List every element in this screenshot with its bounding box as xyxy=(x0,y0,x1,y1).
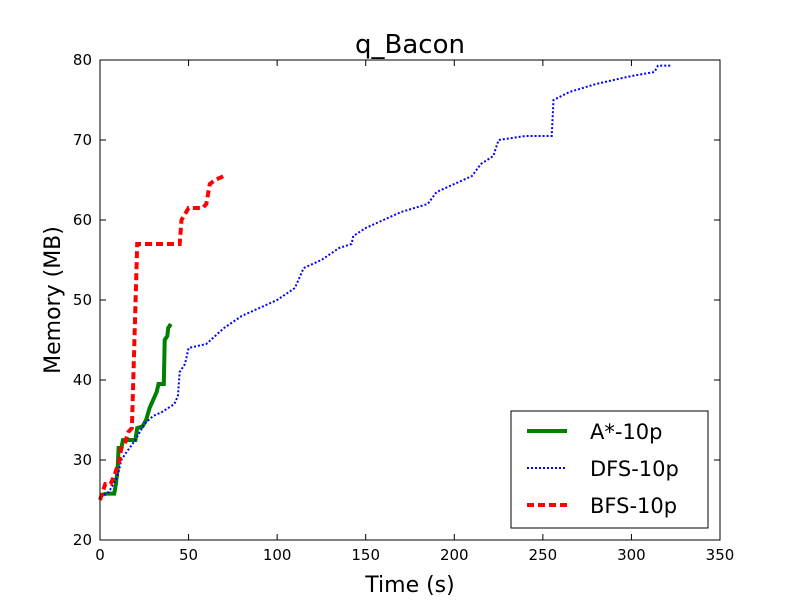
x-tick-label-0: 0 xyxy=(95,546,105,564)
y-tick-label-6: 80 xyxy=(73,51,92,69)
legend: A*-10p DFS-10p BFS-10p xyxy=(510,410,709,529)
y-tick-label-1: 30 xyxy=(73,451,92,469)
series-line-1 xyxy=(99,64,671,497)
x-tick-label-7: 350 xyxy=(706,546,735,564)
x-axis-ticks: 0 50 100 150 200 250 300 350 xyxy=(95,60,734,564)
y-tick-label-2: 40 xyxy=(73,371,92,389)
plot-lines xyxy=(98,64,671,501)
y-tick-label-0: 20 xyxy=(73,531,92,549)
y-tick-label-3: 50 xyxy=(73,291,92,309)
x-tick-label-4: 200 xyxy=(440,546,469,564)
y-axis-label: Memory (MB) xyxy=(41,226,66,374)
legend-label-1: DFS-10p xyxy=(590,457,679,481)
x-tick-label-1: 50 xyxy=(179,546,198,564)
y-tick-label-4: 60 xyxy=(73,211,92,229)
y-tick-label-5: 70 xyxy=(73,131,92,149)
x-tick-label-3: 150 xyxy=(351,546,380,564)
x-tick-label-5: 250 xyxy=(529,546,558,564)
x-tick-label-2: 100 xyxy=(263,546,292,564)
y-axis-ticks: 20 30 40 50 60 70 80 xyxy=(73,51,720,549)
legend-label-0: A*-10p xyxy=(590,420,663,444)
legend-label-2: BFS-10p xyxy=(590,494,677,518)
x-axis-label: Time (s) xyxy=(364,573,454,598)
x-tick-label-6: 300 xyxy=(617,546,646,564)
chart-title: q_Bacon xyxy=(355,30,465,60)
